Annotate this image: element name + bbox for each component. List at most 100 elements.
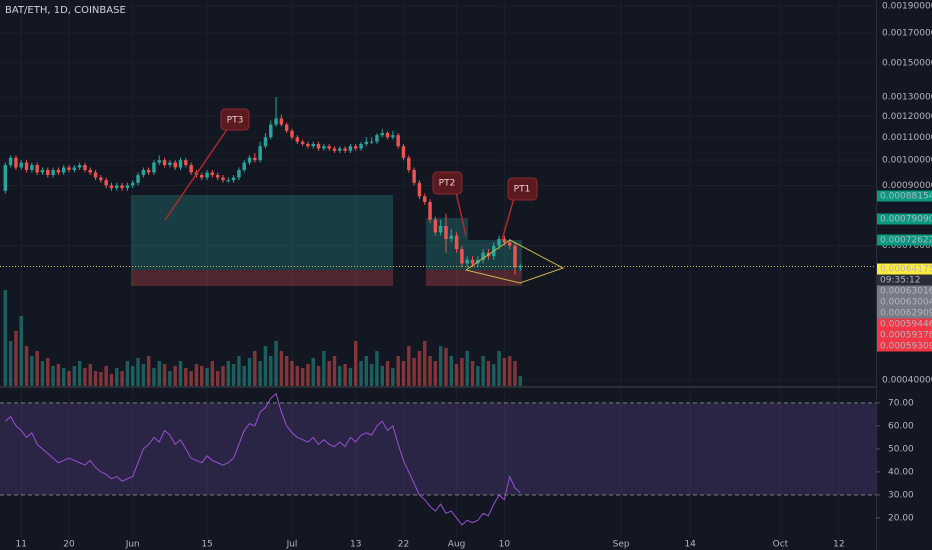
candle-body [99, 177, 103, 181]
candle-body [253, 157, 257, 161]
volume-bar [237, 356, 241, 386]
volume-bar [316, 366, 321, 386]
volume-bar [99, 372, 103, 386]
y-tick-label: 0.00130000 [882, 93, 932, 103]
candle-body [263, 137, 268, 147]
volume-bar [348, 368, 353, 386]
candle-body [327, 146, 331, 149]
candle-body [407, 157, 411, 170]
candle-body [465, 259, 469, 264]
volume-bar [502, 358, 507, 386]
grid [0, 402, 876, 496]
candle-body [200, 175, 204, 178]
candle-body [67, 167, 71, 170]
candle-body [311, 143, 315, 147]
rsi-tick-label: 50.00 [888, 444, 914, 454]
candle-body [353, 146, 358, 149]
volume-bar [35, 351, 39, 386]
candle-body [162, 160, 167, 166]
volume-bar [486, 361, 491, 386]
volume-bar [375, 351, 379, 386]
volume-bar [263, 346, 268, 386]
volume-bar [391, 368, 395, 386]
candle-body [226, 180, 231, 182]
x-tick-label: 14 [684, 540, 696, 550]
volume-bar [449, 356, 453, 386]
volume-bar [481, 356, 485, 386]
candle-body [497, 238, 501, 246]
volume-bar [284, 356, 289, 386]
candle-body [417, 182, 422, 197]
rsi-tick-label: 30.00 [888, 490, 914, 500]
volume-bar [470, 361, 475, 386]
candle-body [481, 252, 485, 260]
x-tick-label: Jun [125, 540, 140, 550]
price-tag [877, 285, 932, 297]
candle-body [269, 124, 273, 138]
price-tag-label: 0.00059446 [880, 320, 932, 330]
volume-bar [407, 346, 411, 386]
volume-bar [157, 361, 161, 386]
volume-bar [327, 361, 331, 386]
price-tag [877, 318, 932, 330]
candle-body [444, 225, 448, 239]
volume-bar [269, 356, 273, 386]
price-tag [877, 234, 932, 246]
candle-body [231, 177, 236, 181]
x-tick-label: 20 [63, 540, 75, 550]
x-tick-label: 15 [201, 540, 212, 550]
volume-bar [364, 356, 369, 386]
price-tag-label: 0.00079090 [880, 215, 932, 225]
price-tag [877, 296, 932, 308]
candle-body [168, 162, 172, 166]
volume-bar [385, 361, 390, 386]
candle-body [237, 169, 241, 178]
volume-bar [104, 366, 108, 386]
rsi-tick-label: 20.00 [888, 513, 914, 523]
candle-body [507, 242, 512, 246]
candle-body [120, 185, 124, 189]
volume-bar [83, 368, 87, 386]
rsi-tick-label: 40.00 [888, 467, 914, 477]
volume-bar [242, 366, 246, 386]
x-tick-label: 10 [499, 540, 511, 550]
candle-body [391, 135, 395, 138]
volume-bar [417, 351, 422, 386]
position-zones [0, 0, 877, 550]
loss-zone [426, 270, 468, 286]
volume-bar [125, 361, 130, 386]
callout-label: PT2 [439, 179, 456, 189]
candle-body [51, 169, 55, 176]
candle-body [502, 238, 507, 243]
candle-body [438, 225, 443, 233]
x-tick-label: Oct [773, 540, 789, 550]
y-tick-label: 0.00110000 [882, 133, 932, 143]
volume-bar [67, 371, 71, 386]
price-tag-label: 0.00059378 [880, 331, 932, 341]
volume-bar [152, 368, 156, 386]
candle-body [518, 266, 523, 268]
volume-bar [518, 376, 523, 386]
callout-box [432, 171, 463, 195]
rsi-tick-label: 60.00 [888, 421, 914, 431]
volume-bar [46, 358, 50, 386]
x-tick-label: Sep [613, 540, 630, 550]
volume-bar [215, 371, 220, 386]
candle-body [279, 118, 284, 125]
y-tick-label: 0.00040000 [882, 375, 932, 385]
y-tick-label: 0.00190000 [882, 2, 932, 12]
candle-body [189, 165, 193, 173]
rsi-tick-label: 70.00 [888, 398, 914, 408]
y-tick-label: 0.00100000 [882, 156, 932, 166]
candle-body [3, 165, 8, 191]
volume-bar [146, 356, 151, 386]
candle-body [322, 146, 326, 149]
volume-bar [200, 366, 204, 386]
x-tick-label: 12 [833, 540, 844, 550]
candle-body [348, 146, 353, 151]
volume-bar [162, 364, 167, 386]
volume-bar [189, 371, 193, 386]
volume-bar [359, 361, 363, 386]
candle-body [423, 196, 427, 202]
